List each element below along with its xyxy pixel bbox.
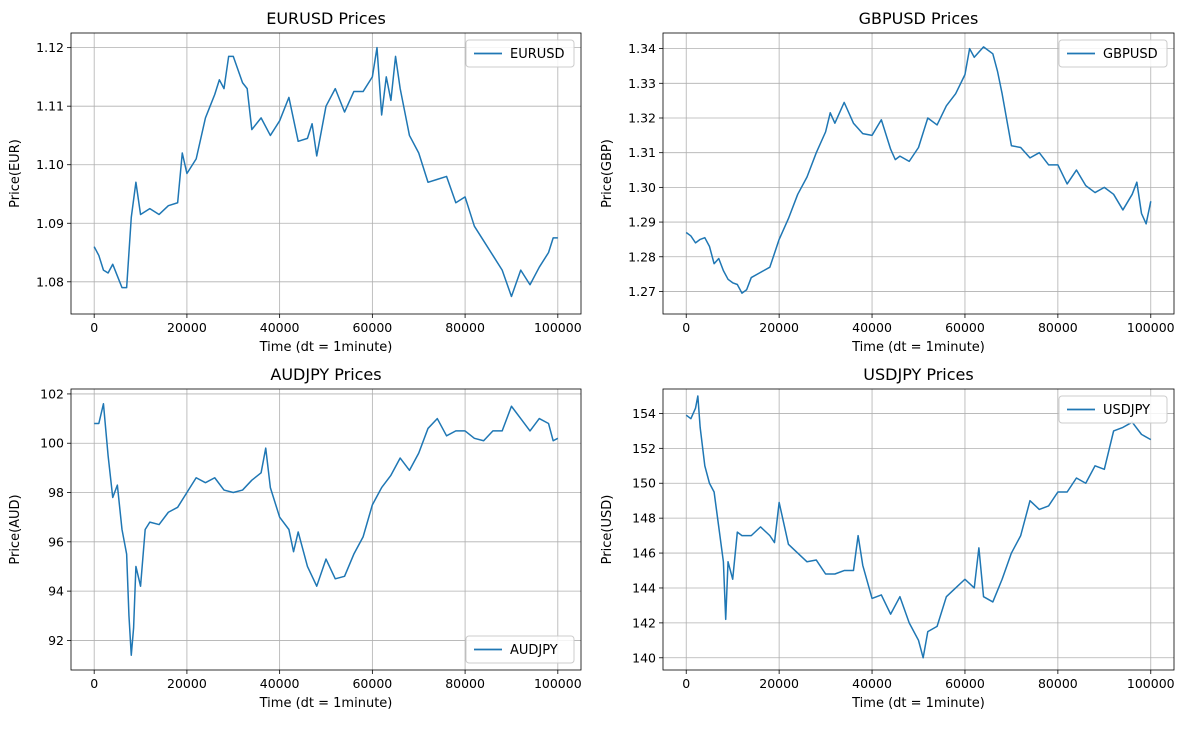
- x-axis-label: Time (dt = 1minute): [259, 696, 393, 711]
- x-tick-label: 0: [90, 320, 98, 335]
- chart-title: AUDJPY Prices: [270, 365, 381, 384]
- y-tick-label: 152: [632, 441, 656, 456]
- x-tick-label: 60000: [945, 320, 985, 335]
- y-tick-label: 1.27: [628, 284, 656, 299]
- legend-box: [1058, 395, 1168, 424]
- legend-box: [1058, 39, 1168, 68]
- series-line-EURUSD: [93, 46, 558, 298]
- x-tick-label: 80000: [1038, 320, 1078, 335]
- y-tick-label: 1.31: [628, 145, 656, 160]
- x-axis-label: Time (dt = 1minute): [851, 340, 985, 355]
- axes-frame: [662, 32, 1175, 315]
- x-tick-label: 60000: [352, 320, 392, 335]
- y-axis-label: Price(AUD): [8, 494, 23, 564]
- axes-frame: [70, 388, 582, 671]
- y-tick-label: 1.28: [628, 249, 656, 264]
- y-axis-label: Price(GBP): [600, 139, 615, 208]
- chart-panel-1: 0 20000 40000 60000 80000 100000 1.08 1.09 1.10 1…: [8, 9, 582, 355]
- chart-title: EURUSD Prices: [266, 9, 386, 28]
- y-axis-label: Price(EUR): [8, 139, 23, 208]
- legend-box: [465, 39, 575, 68]
- x-tick-label: 100000: [534, 676, 582, 691]
- chart-panel-3: 0 20000 40000 60000 80000 100000 92 94 96 98 100 10…: [8, 365, 582, 711]
- y-tick-label: 1.30: [628, 180, 656, 195]
- series-line-USDJPY: [685, 395, 1152, 659]
- y-tick-label: 146: [632, 546, 656, 561]
- x-tick-label: 20000: [167, 320, 207, 335]
- legend-label: AUDJPY: [510, 643, 558, 658]
- legend: AUDJPY: [465, 635, 575, 664]
- legend-label: EURUSD: [510, 47, 565, 62]
- x-tick-label: 20000: [167, 676, 207, 691]
- x-axis-label: Time (dt = 1minute): [851, 696, 985, 711]
- legend: EURUSD: [465, 39, 575, 68]
- y-tick-label: 1.09: [36, 216, 64, 231]
- x-tick-label: 40000: [852, 320, 892, 335]
- x-tick-label: 20000: [759, 320, 799, 335]
- x-tick-label: 80000: [1038, 676, 1078, 691]
- y-tick-label: 92: [48, 633, 64, 648]
- y-tick-label: 144: [632, 580, 656, 595]
- series-line-AUDJPY: [94, 403, 559, 656]
- x-tick-label: 0: [682, 320, 690, 335]
- x-tick-label: 80000: [445, 320, 485, 335]
- x-tick-label: 40000: [260, 676, 300, 691]
- x-tick-label: 100000: [1127, 676, 1175, 691]
- y-tick-label: 1.08: [36, 274, 64, 289]
- x-axis-label: Time (dt = 1minute): [259, 340, 393, 355]
- x-tick-label: 60000: [352, 676, 392, 691]
- x-tick-label: 100000: [534, 320, 582, 335]
- y-tick-label: 154: [632, 406, 656, 421]
- series-line-GBPUSD: [685, 46, 1152, 294]
- y-tick-label: 1.32: [628, 110, 656, 125]
- legend-box: [465, 635, 575, 664]
- axes-frame: [662, 388, 1175, 671]
- legend-label: USDJPY: [1103, 403, 1150, 418]
- legend: USDJPY: [1058, 395, 1168, 424]
- y-tick-label: 150: [632, 476, 656, 491]
- x-tick-label: 40000: [852, 676, 892, 691]
- y-tick-label: 148: [632, 511, 656, 526]
- y-tick-label: 140: [632, 650, 656, 665]
- chart-panel-4: 0 20000 40000 60000 80000 100000 140 142 144 146 1…: [600, 365, 1175, 711]
- y-tick-label: 102: [40, 386, 64, 401]
- y-tick-label: 1.29: [628, 215, 656, 230]
- axes-frame: [70, 32, 582, 315]
- chart-title: GBPUSD Prices: [859, 9, 979, 28]
- y-tick-label: 98: [48, 485, 64, 500]
- y-tick-label: 142: [632, 615, 656, 630]
- x-tick-label: 80000: [445, 676, 485, 691]
- x-tick-label: 60000: [945, 676, 985, 691]
- x-tick-label: 40000: [260, 320, 300, 335]
- x-tick-label: 20000: [759, 676, 799, 691]
- y-tick-label: 96: [48, 534, 64, 549]
- chart-title: USDJPY Prices: [863, 365, 973, 384]
- x-tick-label: 100000: [1127, 320, 1175, 335]
- legend: GBPUSD: [1058, 39, 1168, 68]
- y-axis-label: Price(USD): [600, 495, 615, 565]
- y-tick-label: 100: [40, 436, 64, 451]
- x-tick-label: 0: [682, 676, 690, 691]
- y-tick-label: 94: [48, 584, 64, 599]
- x-tick-label: 0: [90, 676, 98, 691]
- y-tick-label: 1.12: [36, 40, 64, 55]
- y-tick-label: 1.34: [628, 41, 656, 56]
- y-tick-label: 1.33: [628, 76, 656, 91]
- chart-panel-2: 0 20000 40000 60000 80000 100000 1.27 1.28 1.29 1…: [600, 9, 1175, 355]
- y-tick-label: 1.11: [36, 99, 64, 114]
- legend-label: GBPUSD: [1103, 47, 1158, 62]
- y-tick-label: 1.10: [36, 157, 64, 172]
